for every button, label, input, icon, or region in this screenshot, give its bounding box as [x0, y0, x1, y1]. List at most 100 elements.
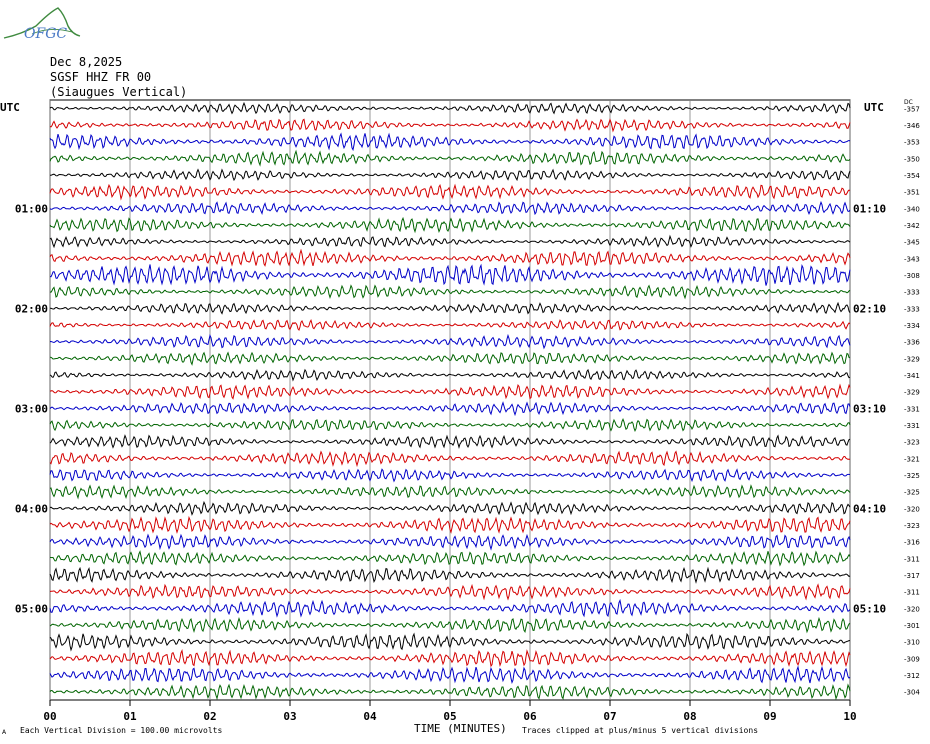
trace-line: [49, 550, 851, 567]
trace-line: [49, 351, 851, 366]
trace-line: [49, 333, 851, 350]
dc-offset-label: -354: [904, 172, 920, 180]
trace-line: [49, 318, 851, 331]
logo-text: OFGC: [24, 26, 68, 42]
dc-offset-label: -308: [904, 272, 920, 280]
trace-line: [49, 132, 851, 152]
dc-offset-label: -323: [904, 522, 920, 530]
dc-offset-label: -325: [904, 489, 920, 497]
trace-line: [49, 632, 850, 652]
corner-mark: A: [2, 729, 7, 736]
left-time-label: 04:00: [15, 502, 48, 515]
dc-offset-label: -320: [904, 505, 920, 513]
dc-offset-label: -331: [904, 422, 920, 430]
right-utc-label: UTC: [864, 101, 884, 114]
x-tick-label: 06: [523, 710, 537, 723]
dc-offset-label: -341: [904, 372, 920, 380]
trace-line: [49, 368, 851, 382]
left-utc-label: UTC: [0, 101, 20, 114]
trace-line: [49, 468, 851, 483]
dc-offset-label: -304: [904, 689, 920, 697]
dc-offset-label: -309: [904, 655, 920, 663]
trace-line: [49, 434, 851, 449]
dc-offset-label: -317: [904, 572, 920, 580]
trace-line: [49, 484, 851, 500]
dc-offset-label: -311: [904, 589, 920, 597]
x-tick-label: 04: [363, 710, 377, 723]
trace-line: [49, 450, 851, 468]
dc-offset-label: -331: [904, 405, 920, 413]
right-time-label: 02:10: [853, 302, 886, 315]
trace-line: [49, 183, 851, 201]
dc-offset-label: -343: [904, 255, 920, 263]
trace-line: [49, 401, 851, 417]
right-time-label: 01:10: [853, 202, 886, 215]
x-tick-label: 01: [123, 710, 137, 723]
trace-line: [49, 598, 851, 618]
dc-offset-label: -340: [904, 205, 920, 213]
left-time-label: 05:00: [15, 602, 48, 615]
header-date: Dec 8,2025: [50, 55, 123, 69]
dc-offset-label: -342: [904, 222, 920, 230]
x-axis-label: TIME (MINUTES): [414, 722, 507, 735]
trace-line: [49, 149, 851, 167]
dc-offset-label: -351: [904, 189, 920, 197]
trace-line: [49, 418, 851, 432]
dc-offset-label: -311: [904, 555, 920, 563]
dc-offset-label: -345: [904, 239, 920, 247]
trace-line: [49, 665, 851, 684]
trace-line: [49, 383, 851, 400]
logo-mountain-icon: [3, 7, 81, 39]
dc-offset-label: -316: [904, 539, 920, 547]
trace-line: [49, 500, 851, 516]
dc-label: DC: [904, 99, 913, 106]
dc-offset-label: -325: [904, 472, 920, 480]
dc-offset-label: -312: [904, 672, 920, 680]
x-tick-label: 10: [843, 710, 856, 723]
x-tick-label: 05: [443, 710, 456, 723]
scale-note: Each Vertical Division = 100.00 microvol…: [20, 726, 223, 735]
trace-line: [49, 168, 851, 182]
trace-line: [49, 234, 851, 249]
trace-line: [49, 248, 851, 267]
left-time-label: 03:00: [15, 402, 48, 415]
dc-offset-label: -321: [904, 455, 920, 463]
clip-note: Traces clipped at plus/minus 5 vertical …: [522, 726, 759, 735]
x-tick-label: 07: [603, 710, 616, 723]
x-tick-label: 02: [203, 710, 216, 723]
dc-offset-label: -329: [904, 355, 920, 363]
trace-line: [49, 101, 851, 115]
trace-line: [49, 649, 851, 668]
trace-line: [49, 583, 851, 601]
dc-offset-label: -320: [904, 605, 920, 613]
dc-offset-label: -350: [904, 155, 920, 163]
trace-line: [49, 118, 851, 133]
trace-line: [49, 284, 851, 300]
trace-line: [49, 683, 851, 701]
logo: OFGC: [2, 4, 82, 44]
right-time-label: 04:10: [853, 502, 886, 515]
dc-offset-label: -301: [904, 622, 920, 630]
trace-line: [49, 216, 851, 234]
dc-offset-label: -334: [904, 322, 920, 330]
trace-line: [49, 566, 851, 584]
dc-offset-label: -336: [904, 339, 920, 347]
dc-offset-label: -333: [904, 289, 920, 297]
left-time-label: 01:00: [15, 202, 48, 215]
trace-line: [49, 533, 851, 551]
trace-line: [49, 263, 851, 286]
header-station: SGSF HHZ FR 00: [50, 70, 152, 84]
dc-offset-label: -353: [904, 139, 920, 147]
dc-offset-label: -329: [904, 389, 920, 397]
dc-offset-label: -346: [904, 122, 920, 130]
trace-line: [49, 200, 851, 216]
header-location: (Siaugues Vertical): [50, 85, 188, 99]
trace-line: [49, 515, 851, 534]
trace-line: [49, 301, 851, 315]
trace-line: [49, 616, 851, 634]
dc-offset-label: -357: [904, 105, 920, 113]
right-time-label: 05:10: [853, 602, 886, 615]
right-time-label: 03:10: [853, 402, 886, 415]
dc-offset-label: -310: [904, 639, 920, 647]
